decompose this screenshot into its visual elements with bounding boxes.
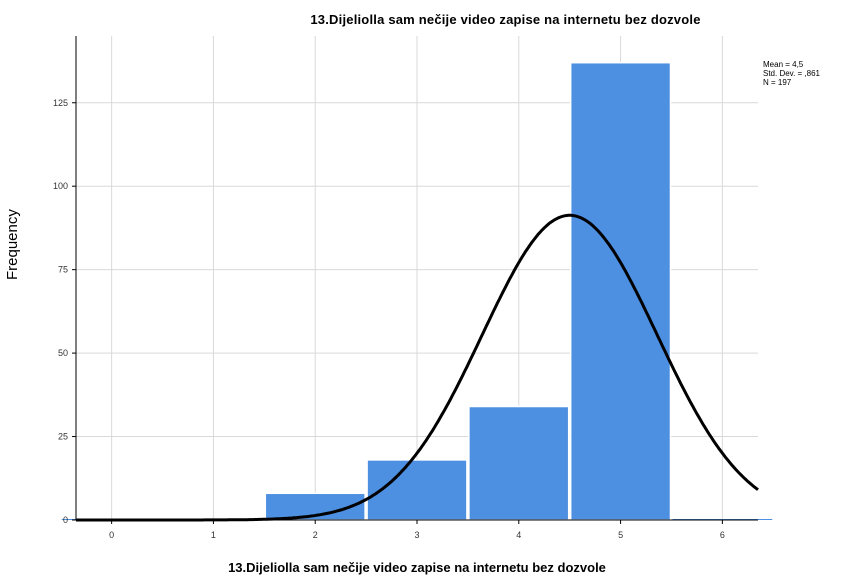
- y-tick-label: 50: [58, 348, 68, 358]
- y-axis-label: Frequency: [4, 209, 21, 280]
- chart-title: 13.Dijeliolla sam nečije video zapise na…: [310, 12, 701, 27]
- bar: [366, 459, 468, 521]
- y-tick-label: 125: [53, 98, 68, 108]
- x-tick-label: 5: [618, 530, 623, 540]
- x-tick-label: 3: [414, 530, 419, 540]
- y-tick-label: 75: [58, 265, 68, 275]
- bar: [569, 61, 672, 521]
- x-tick-label: 1: [211, 530, 216, 540]
- x-tick-label: 0: [109, 530, 114, 540]
- stats-legend: Mean = 4,5 Std. Dev. = ,861 N = 197: [763, 60, 820, 87]
- stat-mean: Mean = 4,5: [763, 60, 804, 69]
- x-tick-label: 2: [313, 530, 318, 540]
- stat-std-dev: Std. Dev. = ,861: [763, 69, 820, 78]
- y-tick-label: 100: [53, 181, 68, 191]
- tick-labels: 0 25 50 75 100 125 0 1 2 3 4 5 6: [53, 98, 725, 540]
- x-tick-label: 4: [516, 530, 521, 540]
- x-axis-label: 13.Dijeliolla sam nečije video zapise na…: [228, 560, 606, 575]
- y-tick-label: 25: [58, 432, 68, 442]
- x-tick-label: 6: [720, 530, 725, 540]
- bar: [468, 405, 570, 521]
- y-tick-label: 0: [63, 515, 68, 525]
- stat-n: N = 197: [763, 78, 792, 87]
